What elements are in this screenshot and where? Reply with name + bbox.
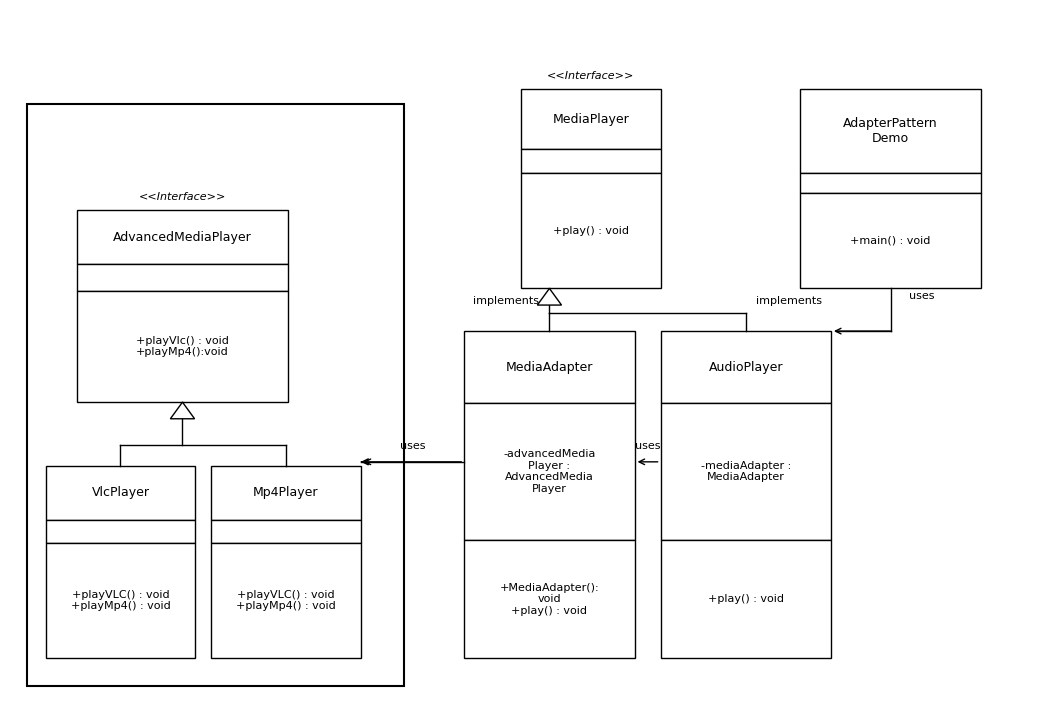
Text: AdvancedMediaPlayer: AdvancedMediaPlayer	[114, 231, 252, 244]
Bar	[76, 291, 289, 402]
Text: +main() : void: +main() : void	[850, 236, 931, 246]
Bar	[521, 173, 661, 288]
Bar	[661, 540, 832, 658]
Text: +MediaAdapter():
void
+play() : void: +MediaAdapter(): void +play() : void	[499, 582, 599, 615]
Text: AdapterPattern
Demo: AdapterPattern Demo	[843, 117, 938, 145]
Bar	[800, 89, 981, 173]
Text: +play() : void: +play() : void	[708, 594, 784, 604]
Bar	[46, 466, 196, 520]
Text: AudioPlayer: AudioPlayer	[709, 360, 784, 374]
Text: uses: uses	[909, 290, 935, 301]
Bar	[521, 89, 661, 149]
Text: +play() : void: +play() : void	[552, 226, 628, 236]
Bar	[76, 264, 289, 291]
Bar	[800, 173, 981, 193]
Bar	[210, 520, 361, 543]
Bar	[76, 210, 289, 264]
Bar	[210, 543, 361, 658]
Bar	[27, 104, 404, 687]
Text: +playVLC() : void
+playMp4() : void: +playVLC() : void +playMp4() : void	[235, 590, 336, 611]
Polygon shape	[171, 402, 195, 418]
Bar	[46, 520, 196, 543]
Text: uses: uses	[635, 441, 661, 452]
Polygon shape	[538, 288, 562, 305]
Text: Mp4Player: Mp4Player	[253, 487, 319, 500]
Bar	[521, 149, 661, 173]
Bar	[46, 543, 196, 658]
Text: +playVLC() : void
+playMp4() : void: +playVLC() : void +playMp4() : void	[71, 590, 170, 611]
Text: VlcPlayer: VlcPlayer	[92, 487, 149, 500]
Text: implements: implements	[473, 296, 539, 306]
Bar	[464, 403, 635, 540]
Text: uses: uses	[400, 441, 425, 452]
Text: <<Interface>>: <<Interface>>	[139, 192, 226, 202]
Text: MediaPlayer: MediaPlayer	[552, 113, 629, 126]
Text: +playVlc() : void
+playMp4():void: +playVlc() : void +playMp4():void	[137, 336, 229, 357]
Text: MediaAdapter: MediaAdapter	[505, 360, 593, 374]
Bar	[661, 403, 832, 540]
Text: -mediaAdapter :
MediaAdapter: -mediaAdapter : MediaAdapter	[700, 461, 791, 482]
Text: <<Interface>>: <<Interface>>	[547, 71, 635, 81]
Text: implements: implements	[756, 296, 822, 306]
Bar	[464, 331, 635, 403]
Bar	[464, 540, 635, 658]
Bar	[661, 331, 832, 403]
Text: -advancedMedia
Player :
AdvancedMedia
Player: -advancedMedia Player : AdvancedMedia Pl…	[503, 449, 596, 494]
Bar	[210, 466, 361, 520]
Bar	[800, 193, 981, 288]
